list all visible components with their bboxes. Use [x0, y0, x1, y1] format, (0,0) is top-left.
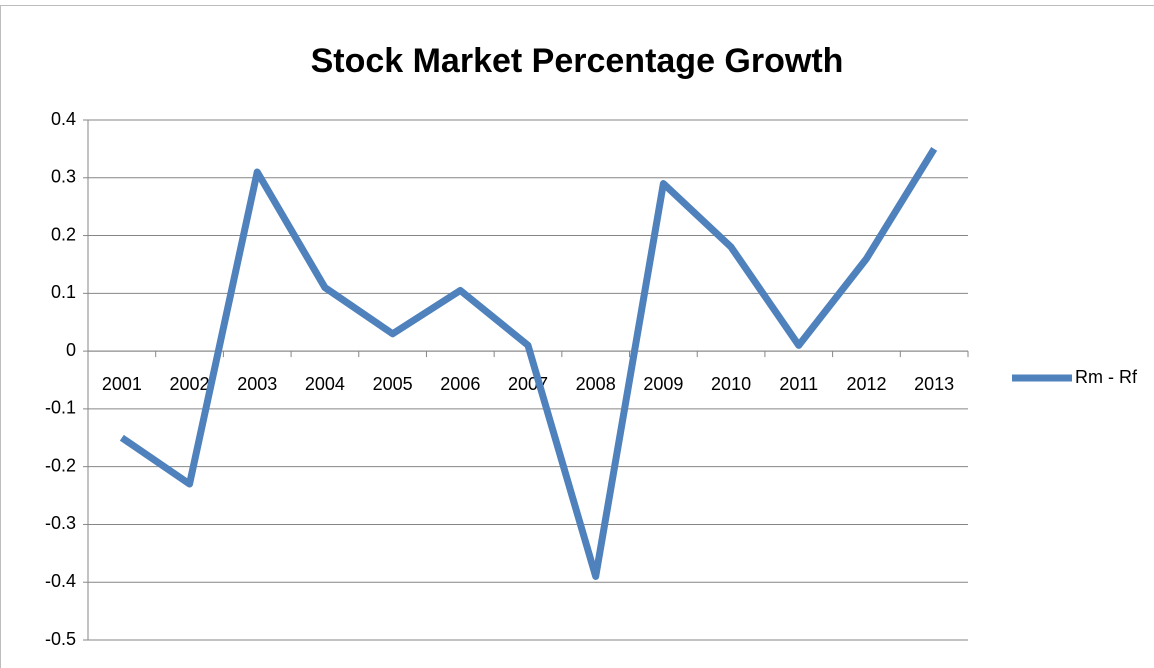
legend-label: Rm - Rf	[1075, 367, 1138, 387]
x-tick-label: 2001	[102, 374, 142, 394]
y-tick-label: 0.4	[51, 109, 76, 129]
x-tick-label: 2003	[237, 374, 277, 394]
x-tick-label: 2006	[440, 374, 480, 394]
chart-border	[0, 5, 1154, 668]
x-tick-label: 2002	[170, 374, 210, 394]
data-line	[119, 147, 938, 580]
x-tick-label: 2010	[711, 374, 751, 394]
x-tick-label: 2005	[373, 374, 413, 394]
y-tick-label: -0.4	[45, 571, 76, 591]
x-tick-label: 2008	[576, 374, 616, 394]
y-tick-label: 0.1	[51, 282, 76, 302]
y-tick-label: 0.3	[51, 167, 76, 187]
y-tick-label: 0	[66, 340, 76, 360]
x-tick-label: 2011	[779, 374, 818, 394]
y-tick-label: -0.5	[45, 629, 76, 649]
y-tick-label: 0.2	[51, 224, 76, 244]
y-tick-label: -0.1	[45, 398, 76, 418]
y-tick-label: -0.3	[45, 513, 76, 533]
x-tick-label: 2009	[643, 374, 683, 394]
x-tick-label: 2004	[305, 374, 345, 394]
x-tick-label: 2012	[846, 374, 886, 394]
x-tick-label: 2013	[914, 374, 954, 394]
chart-title: Stock Market Percentage Growth	[311, 42, 844, 80]
y-tick-label: -0.2	[45, 455, 76, 475]
